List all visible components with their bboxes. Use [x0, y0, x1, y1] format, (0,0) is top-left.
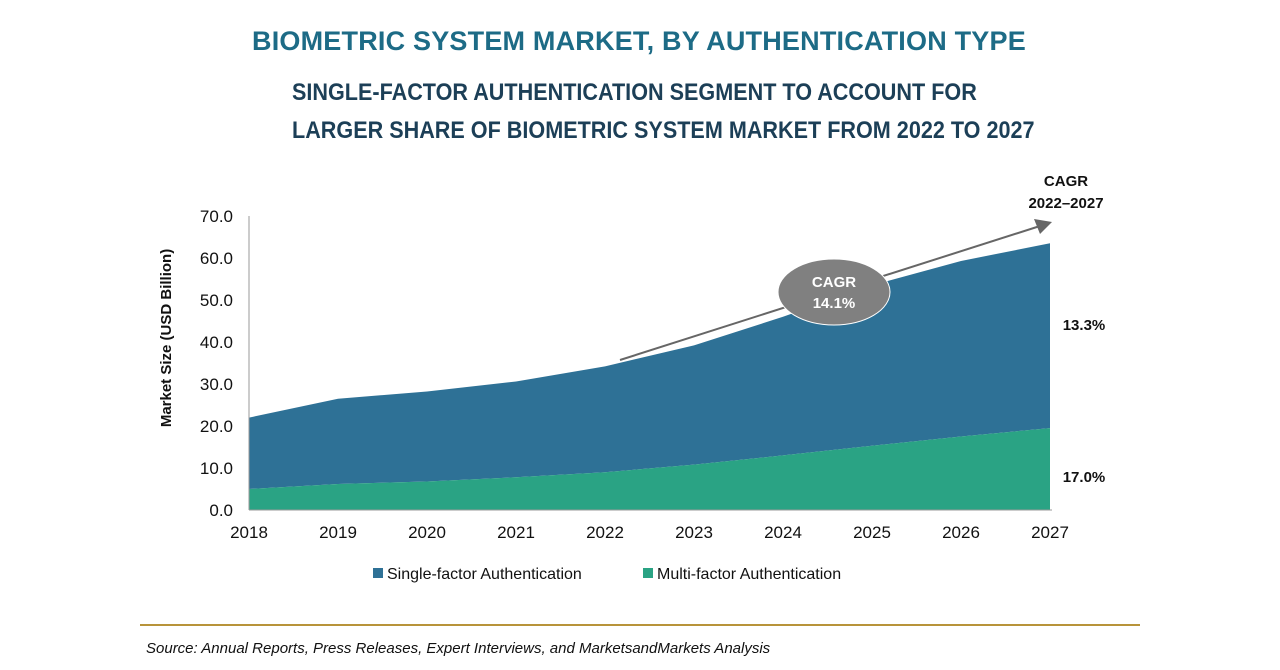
chart-areas [249, 243, 1050, 510]
area-chart: 0.0 10.0 20.0 30.0 40.0 50.0 60.0 70.0 2018 2019… [158, 173, 1106, 583]
y-tick-label: 60.0 [200, 249, 233, 268]
cagr-header-period: 2022–2027 [1028, 195, 1103, 212]
y-tick-label: 50.0 [200, 291, 233, 310]
y-axis-label: Market Size (USD Billion) [158, 249, 175, 427]
x-axis-ticks: 2018 2019 2020 2021 2022 2023 2024 2025 2026 2027 [230, 523, 1069, 542]
x-tick-label: 2020 [408, 523, 446, 542]
y-tick-label: 40.0 [200, 333, 233, 352]
y-tick-label: 10.0 [200, 459, 233, 478]
x-tick-label: 2018 [230, 523, 268, 542]
cagr-bubble [777, 258, 891, 326]
x-tick-label: 2022 [586, 523, 624, 542]
multi-factor-cagr: 17.0% [1063, 469, 1106, 486]
cagr-bubble-label: CAGR [812, 274, 856, 291]
cagr-header-label: CAGR [1044, 173, 1088, 190]
x-tick-label: 2023 [675, 523, 713, 542]
x-tick-label: 2021 [497, 523, 535, 542]
x-tick-label: 2025 [853, 523, 891, 542]
x-tick-label: 2024 [764, 523, 802, 542]
legend-swatch-single [373, 568, 383, 578]
x-tick-label: 2019 [319, 523, 357, 542]
y-tick-label: 0.0 [209, 501, 233, 520]
area-multi-factor [249, 428, 1050, 510]
chart-title: BIOMETRIC SYSTEM MARKET, BY AUTHENTICATI… [252, 26, 1026, 56]
single-factor-cagr: 13.3% [1063, 317, 1106, 334]
legend-swatch-multi [643, 568, 653, 578]
source-note: Source: Annual Reports, Press Releases, … [146, 640, 771, 657]
y-axis-ticks: 0.0 10.0 20.0 30.0 40.0 50.0 60.0 70.0 [200, 207, 233, 520]
cagr-arrowhead [1034, 219, 1052, 234]
legend-label-multi: Multi-factor Authentication [657, 566, 841, 583]
y-tick-label: 30.0 [200, 375, 233, 394]
y-tick-label: 20.0 [200, 417, 233, 436]
legend-label-single: Single-factor Authentication [387, 566, 582, 583]
x-tick-label: 2027 [1031, 523, 1069, 542]
chart-subtitle: SINGLE-FACTOR AUTHENTICATION SEGMENT TO … [292, 79, 1035, 144]
footer-divider [140, 624, 1140, 626]
y-tick-label: 70.0 [200, 207, 233, 226]
cagr-bubble-value: 14.1% [813, 295, 856, 312]
x-tick-label: 2026 [942, 523, 980, 542]
